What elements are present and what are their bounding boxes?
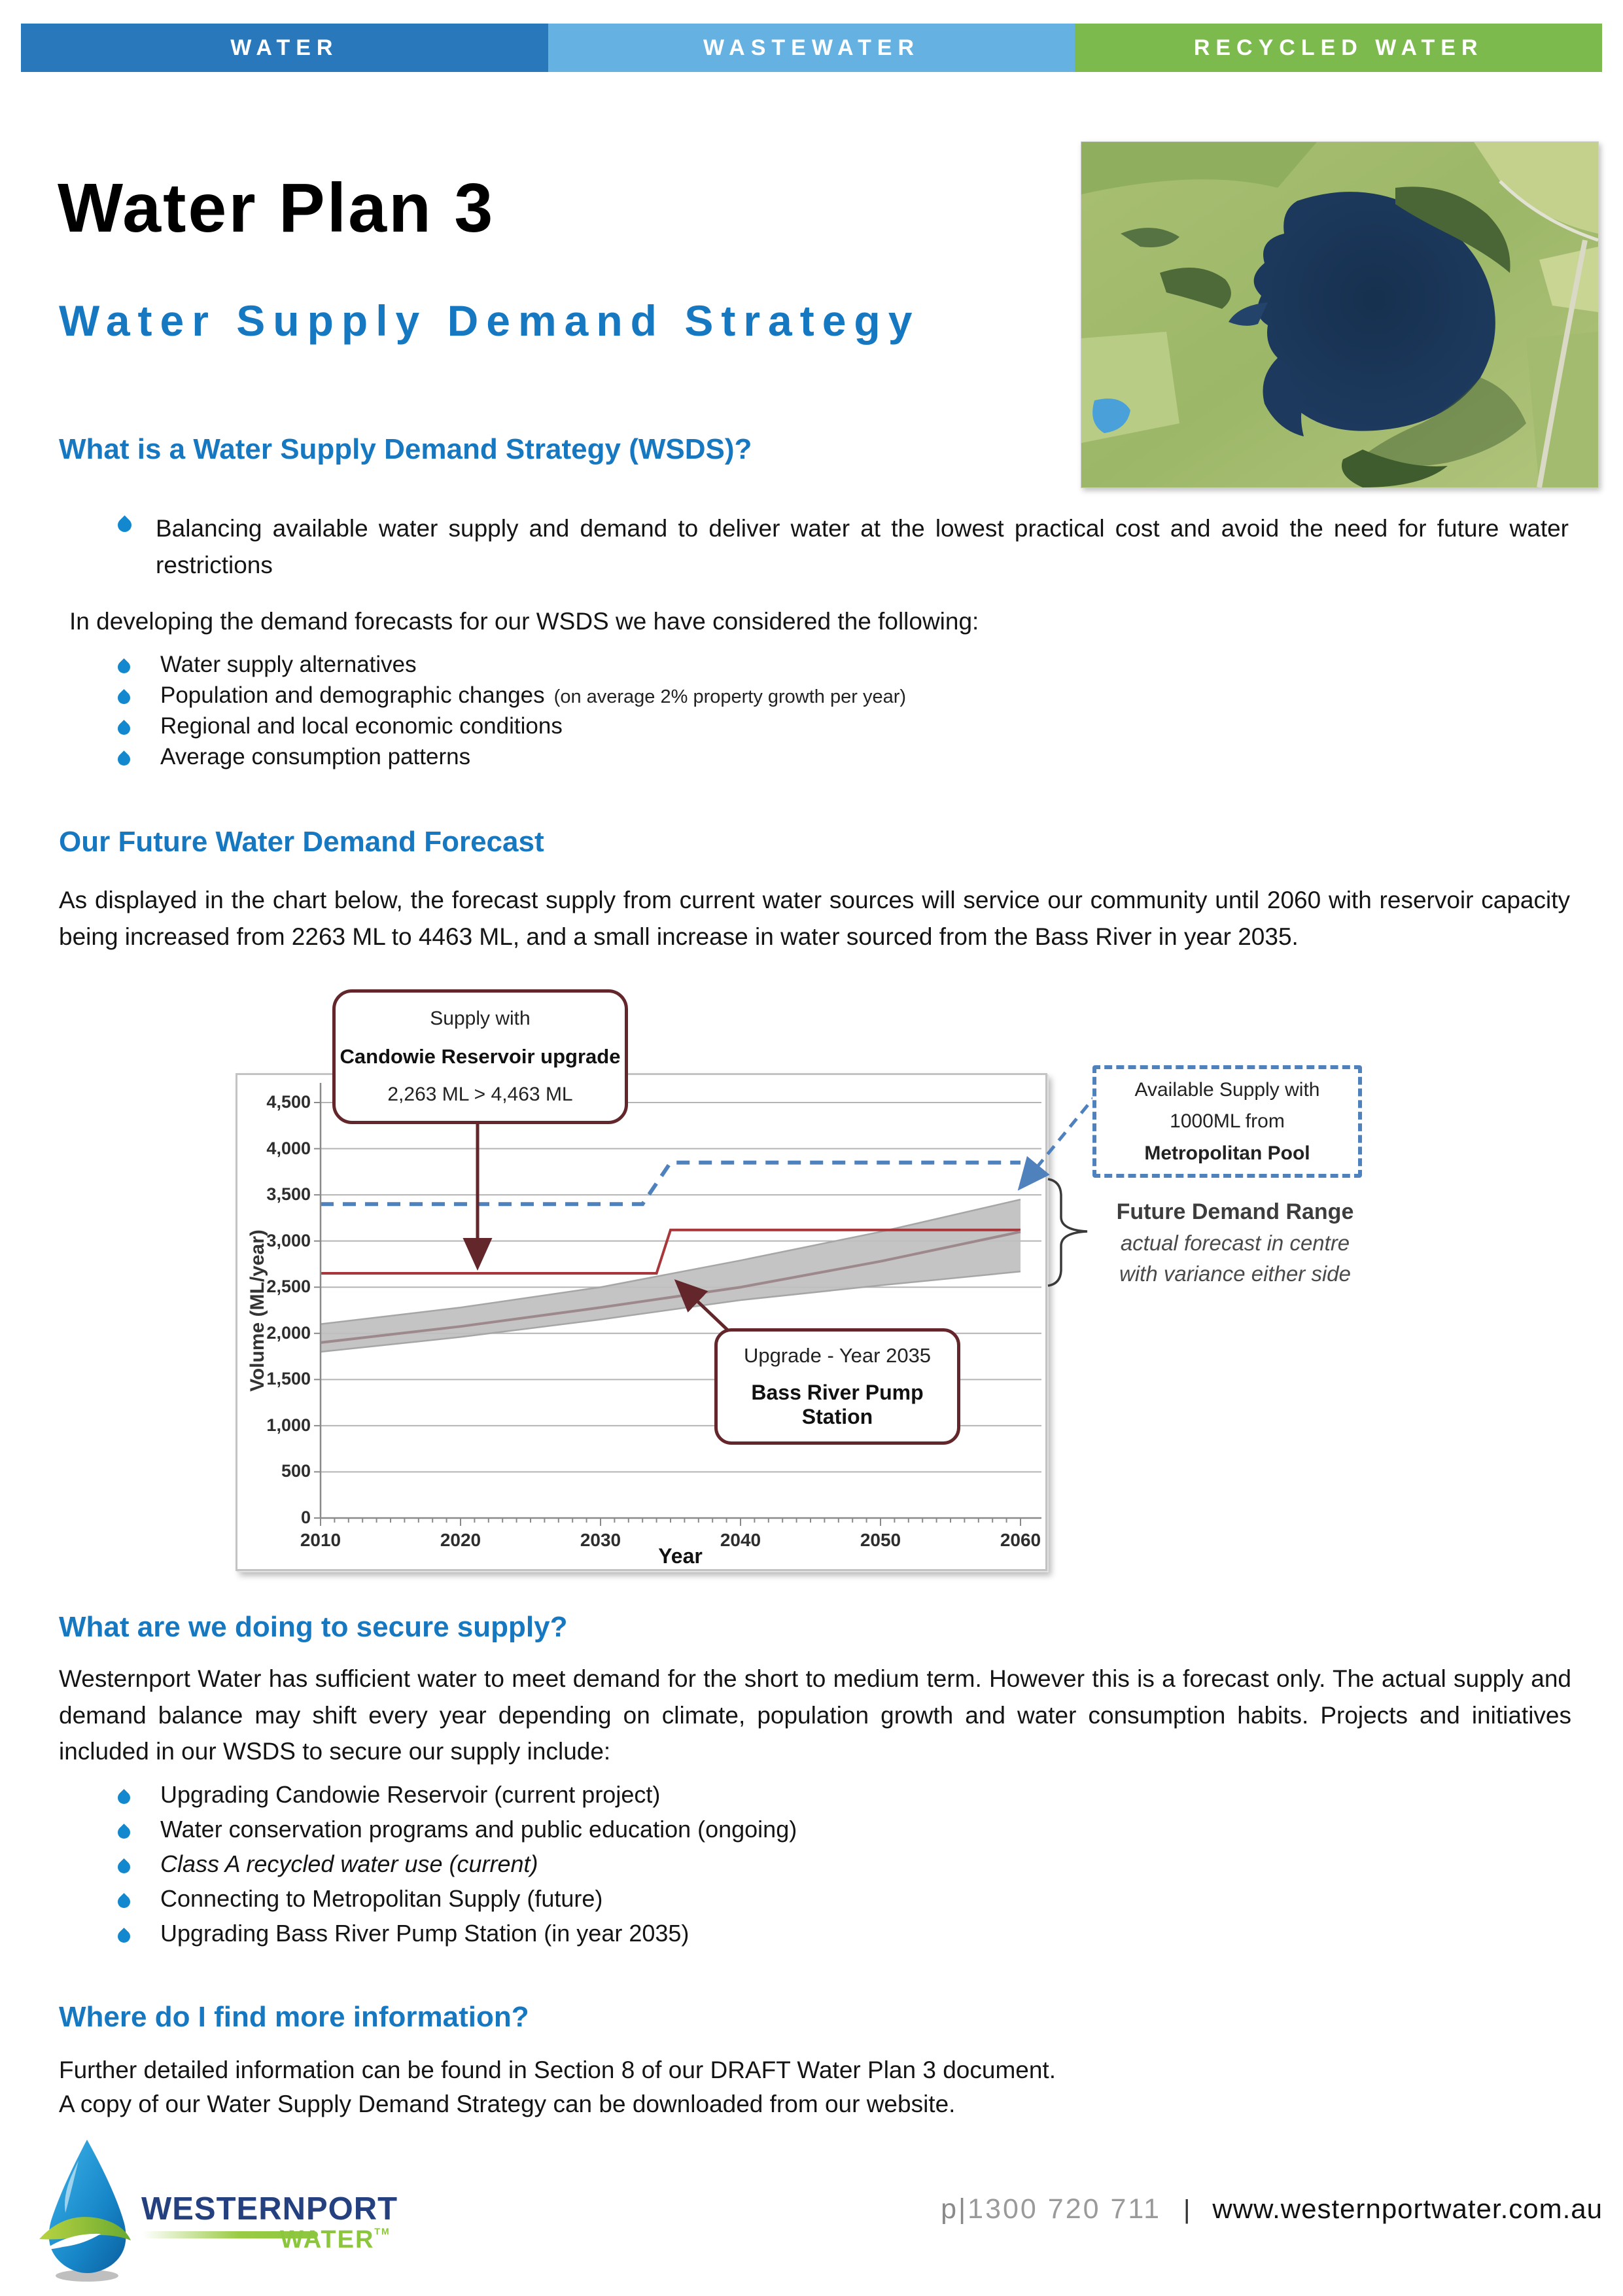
wsds-lead-bullet: Balancing available water supply and dem… <box>156 515 1569 578</box>
section-heading-more-info: Where do I find more information? <box>59 2001 529 2033</box>
droplet-bullet-icon <box>115 689 133 707</box>
secure-supply-list: Upgrading Candowie Reservoir (current pr… <box>115 1781 1557 1954</box>
list-item: Upgrading Candowie Reservoir (current pr… <box>115 1781 1557 1816</box>
metropolitan-pool-callout: Available Supply with 1000ML from Metrop… <box>1092 1065 1362 1178</box>
list-item-label: Class A recycled water use (current) <box>160 1850 538 1877</box>
droplet-bullet-icon <box>114 515 135 535</box>
droplet-bullet-icon <box>115 1893 133 1911</box>
more-info-line2: A copy of our Water Supply Demand Strate… <box>59 2091 956 2117</box>
list-item: Regional and local economic conditions <box>115 713 1557 744</box>
list-item-note: (on average 2% property growth per year) <box>553 686 907 707</box>
forecast-paragraph: As displayed in the chart below, the for… <box>59 887 1570 950</box>
droplet-bullet-icon <box>115 751 133 768</box>
list-item: Average consumption patterns <box>115 744 1557 775</box>
list-item: Population and demographic changes (on a… <box>115 682 1557 713</box>
list-item-label: Population and demographic changes <box>160 682 545 708</box>
logo-droplet-icon <box>39 2140 131 2282</box>
droplet-bullet-icon <box>115 1858 133 1876</box>
bar-segment-wastewater: WASTEWATER <box>548 24 1075 72</box>
list-item: Connecting to Metropolitan Supply (futur… <box>115 1885 1557 1920</box>
demand-range-brace <box>1047 1178 1088 1287</box>
list-item-label: Water conservation programs and public e… <box>160 1816 797 1843</box>
list-item-label: Water supply alternatives <box>160 652 417 677</box>
future-demand-range-note: Future Demand Range actual forecast in c… <box>1100 1196 1370 1290</box>
callout-line: Bass River Pump Station <box>751 1380 924 1428</box>
section-heading-forecast: Our Future Water Demand Forecast <box>59 826 544 858</box>
callout-line: Supply with <box>430 1008 531 1029</box>
droplet-bullet-icon <box>115 1824 133 1841</box>
list-item-label: Upgrading Candowie Reservoir (current pr… <box>160 1781 661 1808</box>
callout-line: Candowie Reservoir upgrade <box>340 1045 621 1068</box>
callout-line: Available Supply with <box>1134 1078 1320 1101</box>
metro-pool-arrow <box>1017 1090 1100 1191</box>
y-axis-title: Volume (ML/year) <box>247 1229 268 1392</box>
page-subtitle: Water Supply Demand Strategy <box>59 296 920 345</box>
page-title: Water Plan 3 <box>58 169 495 247</box>
bar-segment-recycled-water: RECYCLED WATER <box>1075 24 1603 72</box>
x-axis-title: Year <box>658 1544 703 1568</box>
callout-line: Upgrade - Year 2035 <box>743 1344 932 1368</box>
callout-line: Metropolitan Pool <box>1144 1142 1310 1164</box>
callout-line: 1000ML from <box>1170 1110 1285 1132</box>
callout-line: 2,263 ML > 4,463 ML <box>387 1084 573 1105</box>
bar-segment-water: WATER <box>21 24 548 72</box>
forecast-intro-text: In developing the demand forecasts for o… <box>69 608 979 635</box>
supply-demand-chart: 0 500 1,000 1,500 2,000 2,500 3,000 3,500 4,000 4… <box>229 981 1367 1580</box>
more-info-line1: Further detailed information can be foun… <box>59 2057 1056 2083</box>
logo-wordmark: WESTERNPORT <box>141 2191 398 2227</box>
droplet-bullet-icon <box>115 658 133 676</box>
note-line: actual forecast in centre <box>1120 1231 1350 1256</box>
list-item: Water supply alternatives <box>115 652 1557 682</box>
service-colour-bar: WATER WASTEWATER RECYCLED WATER <box>21 24 1603 72</box>
droplet-bullet-icon <box>115 720 133 737</box>
list-item-label: Connecting to Metropolitan Supply (futur… <box>160 1885 603 1912</box>
forecast-considerations-list: Water supply alternatives Population and… <box>115 652 1557 775</box>
logo-water-word: WATERTM <box>280 2226 391 2253</box>
list-item: Upgrading Bass River Pump Station (in ye… <box>115 1920 1557 1954</box>
droplet-bullet-icon <box>115 1789 133 1807</box>
candowie-upgrade-callout: Supply with Candowie Reservoir upgrade 2… <box>332 989 628 1124</box>
list-item: Water conservation programs and public e… <box>115 1816 1557 1850</box>
list-item-label: Upgrading Bass River Pump Station (in ye… <box>160 1920 689 1947</box>
secure-supply-paragraph: Westernport Water has sufficient water t… <box>59 1665 1571 1765</box>
contact-divider: | <box>1183 2195 1191 2224</box>
website-link[interactable]: www.westernportwater.com.au <box>1212 2193 1603 2224</box>
reservoir-aerial-photo <box>1081 141 1599 488</box>
phone-number: p|1300 720 711 <box>941 2193 1162 2225</box>
contact-strip: p|1300 720 711 | www.westernportwater.co… <box>929 2193 1603 2225</box>
list-item-label: Regional and local economic conditions <box>160 713 563 739</box>
droplet-bullet-icon <box>115 1928 133 1945</box>
list-item: Class A recycled water use (current) <box>115 1850 1557 1885</box>
logo-swoosh <box>143 2231 318 2238</box>
westernport-water-logo: WESTERNPORT WATERTM <box>38 2128 404 2291</box>
list-item-label: Average consumption patterns <box>160 744 471 769</box>
note-line: with variance either side <box>1119 1262 1351 1286</box>
bass-river-upgrade-callout: Upgrade - Year 2035 Bass River Pump Stat… <box>714 1328 960 1445</box>
section-heading-wsds: What is a Water Supply Demand Strategy (… <box>59 433 752 465</box>
note-line: Future Demand Range <box>1116 1199 1354 1224</box>
section-heading-secure-supply: What are we doing to secure supply? <box>59 1611 568 1643</box>
upgrade-arrow <box>674 1279 734 1336</box>
